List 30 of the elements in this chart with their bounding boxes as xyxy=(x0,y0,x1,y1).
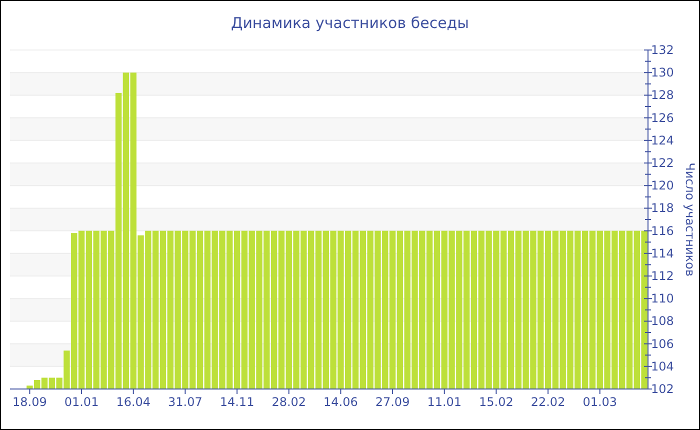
x-tick-label: 18.09 xyxy=(12,395,47,409)
chart-title: Динамика участников беседы xyxy=(230,14,470,32)
y-tick-label: 116 xyxy=(651,224,674,238)
x-tick-label: 01.03 xyxy=(582,395,618,409)
y-tick-label: 106 xyxy=(651,336,674,351)
x-tick-label: 28.02 xyxy=(272,395,306,409)
y-tick-label: 114 xyxy=(651,246,674,260)
y-tick-label: 124 xyxy=(651,133,674,148)
y-tick-label: 120 xyxy=(651,178,674,193)
y-tick-label: 104 xyxy=(651,359,674,374)
y-tick-label: 110 xyxy=(651,292,674,306)
x-tick-label: 31.07 xyxy=(168,395,202,409)
x-tick-label: 27.09 xyxy=(375,395,410,409)
y-tick-label: 122 xyxy=(651,156,674,170)
y-tick-label: 112 xyxy=(651,269,674,283)
x-tick-label: 16.04 xyxy=(116,395,151,409)
y-tick-label: 132 xyxy=(651,43,674,57)
y-tick-label: 130 xyxy=(651,66,674,80)
x-tick-label: 14.06 xyxy=(324,395,358,409)
x-tick-label: 01.01 xyxy=(64,395,99,409)
x-tick-label: 15.02 xyxy=(479,395,514,409)
x-tick-label: 14.11 xyxy=(220,395,254,409)
y-tick-label: 102 xyxy=(651,382,674,396)
y-tick-label: 128 xyxy=(651,88,674,102)
x-tick-label: 11.01 xyxy=(427,395,462,409)
y-tick-label: 126 xyxy=(651,110,674,125)
y-axis-title: Число участников xyxy=(683,162,697,276)
y-tick-label: 108 xyxy=(651,314,674,328)
y-tick-label: 118 xyxy=(651,201,674,216)
x-tick-label: 22.02 xyxy=(530,395,566,409)
